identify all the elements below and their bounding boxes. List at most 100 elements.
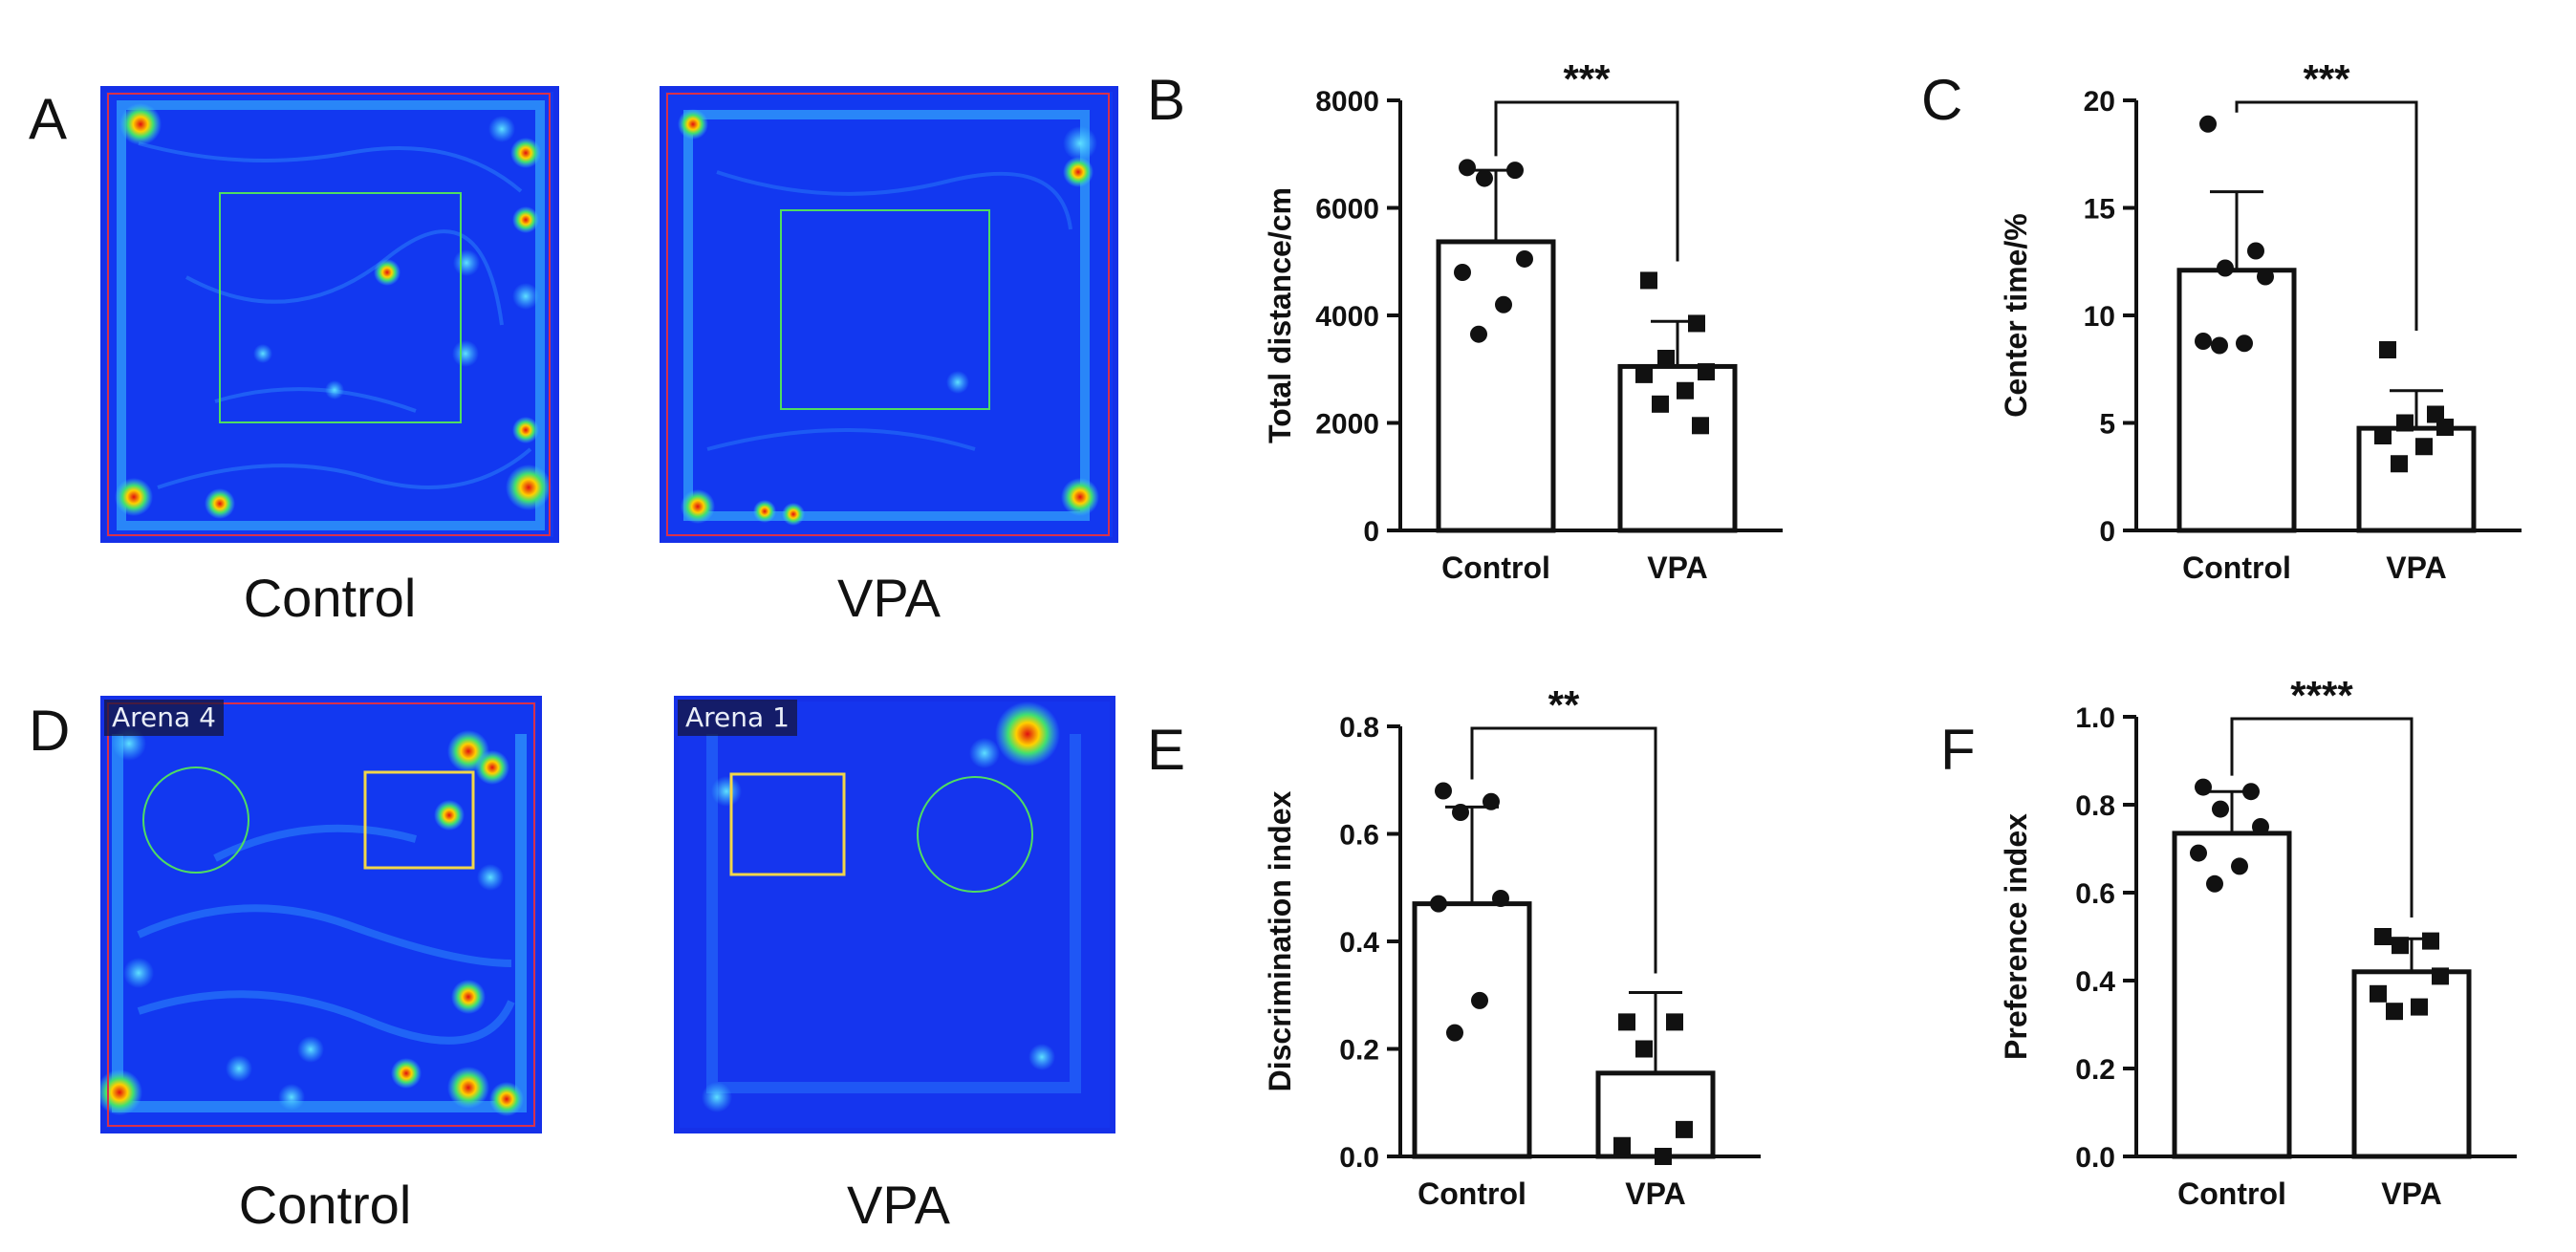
chart-center-time: 0 5 10 15 20 Center time/% Control VPA *** — [1999, 56, 2522, 585]
data-point — [2370, 984, 2387, 1003]
data-point — [1483, 792, 1500, 810]
data-point — [2190, 844, 2207, 862]
y-axis-title: Discrimination index — [1263, 790, 1297, 1091]
data-point — [1640, 271, 1657, 290]
data-point — [2422, 932, 2439, 950]
caption-vpa-a: VPA — [837, 568, 941, 628]
heatmap-open-field-control-image — [100, 86, 559, 543]
data-point — [1666, 1013, 1683, 1031]
caption-vpa-d: VPA — [847, 1175, 950, 1235]
data-point — [1459, 159, 1476, 177]
data-point — [1657, 350, 1675, 367]
data-point — [1698, 363, 1715, 381]
y-tick-label: 15 — [2084, 194, 2115, 226]
y-tick-label: 0.0 — [1339, 1142, 1379, 1174]
y-tick-label: 10 — [2084, 301, 2115, 333]
caption-control-a: Control — [243, 568, 417, 628]
x-tick-label: VPA — [2381, 1176, 2441, 1211]
y-tick-label: 4000 — [1315, 301, 1379, 333]
data-point — [1470, 325, 1487, 343]
x-tick-label: Control — [2182, 550, 2291, 585]
x-tick-label: Control — [1418, 1176, 1526, 1211]
data-point — [1655, 1148, 1672, 1165]
data-point — [2432, 967, 2449, 985]
data-point — [1495, 295, 1512, 313]
y-axis-title: Center time/% — [1999, 213, 2033, 417]
data-point — [1692, 417, 1709, 435]
bar-control — [1412, 901, 1532, 1159]
data-point — [2195, 333, 2212, 350]
panel-label-f: F — [1940, 718, 1976, 782]
y-tick-label: 5 — [2099, 409, 2115, 441]
data-point — [2212, 800, 2229, 818]
significance-label: ** — [1548, 682, 1580, 727]
significance-bracket — [2235, 100, 2418, 331]
data-point — [1476, 169, 1493, 187]
significance-label: **** — [2290, 673, 2353, 718]
panel-label-a: A — [29, 87, 68, 151]
data-point — [2247, 242, 2264, 260]
caption-control-d: Control — [238, 1175, 412, 1235]
data-point — [2379, 341, 2396, 358]
y-axis-title: Preference index — [1999, 813, 2033, 1060]
significance-label: *** — [2303, 56, 2350, 101]
data-point — [2391, 455, 2408, 473]
heatmap-novel-object-vpa-image — [674, 696, 1115, 1133]
data-point — [1677, 381, 1694, 399]
data-point — [1471, 991, 1488, 1009]
heatmap-open-field-control — [100, 86, 559, 543]
data-point — [1446, 1024, 1463, 1042]
data-point — [2257, 268, 2274, 286]
data-point — [1613, 1136, 1631, 1155]
y-tick-label: 1.0 — [2075, 702, 2115, 734]
data-point — [1635, 365, 1653, 383]
bar-control — [1436, 239, 1556, 533]
data-point — [1454, 264, 1471, 281]
heatmap-open-field-vpa-image — [660, 86, 1118, 543]
x-tick-label: Control — [1441, 550, 1550, 585]
x-tick-label: VPA — [1647, 550, 1707, 585]
y-tick-label: 8000 — [1315, 86, 1379, 118]
data-point — [2217, 259, 2234, 277]
data-point — [2242, 783, 2260, 801]
data-point — [2386, 1003, 2403, 1021]
data-point — [2392, 937, 2409, 955]
data-point — [1635, 1040, 1653, 1058]
x-tick-label: Control — [2177, 1176, 2286, 1211]
significance-bracket — [1470, 726, 1657, 974]
bar-control — [2176, 268, 2297, 533]
significance-label: *** — [1563, 56, 1611, 101]
y-tick-label: 2000 — [1315, 409, 1379, 441]
y-tick-label: 0.0 — [2075, 1142, 2115, 1174]
data-point — [2206, 874, 2223, 893]
data-point — [2252, 818, 2269, 835]
data-point — [2211, 336, 2228, 355]
y-tick-label: 0 — [2099, 516, 2115, 548]
data-point — [2195, 778, 2212, 796]
panel-label-d: D — [29, 699, 71, 763]
data-point — [2231, 857, 2248, 875]
data-point — [1516, 249, 1533, 268]
data-point — [2411, 998, 2428, 1016]
data-point — [2236, 335, 2253, 353]
chart-total-distance: 0 2000 4000 6000 8000 Total distance/cm Contro… — [1263, 56, 1783, 585]
data-point — [1435, 782, 1452, 800]
y-tick-label: 0.8 — [2075, 790, 2115, 822]
data-point — [2396, 414, 2414, 432]
y-tick-label: 0.2 — [1339, 1035, 1379, 1067]
data-point — [2436, 419, 2454, 436]
heatmap-novel-object-vpa: Arena 1 — [674, 696, 1115, 1133]
heatmap-open-field-vpa — [660, 86, 1118, 543]
data-point — [2374, 928, 2392, 945]
arena-label-vpa: Arena 1 — [678, 700, 797, 736]
y-tick-label: 0.6 — [1339, 820, 1379, 852]
data-point — [1506, 162, 1524, 180]
x-tick-label: VPA — [2386, 550, 2446, 585]
y-tick-label: 0.4 — [1339, 927, 1379, 959]
panel-label-b: B — [1147, 68, 1186, 132]
data-point — [1430, 895, 1447, 913]
bar-control — [2172, 831, 2292, 1159]
panel-label-e: E — [1147, 718, 1186, 782]
y-tick-label: 0.6 — [2075, 878, 2115, 910]
data-point — [1618, 1013, 1635, 1031]
